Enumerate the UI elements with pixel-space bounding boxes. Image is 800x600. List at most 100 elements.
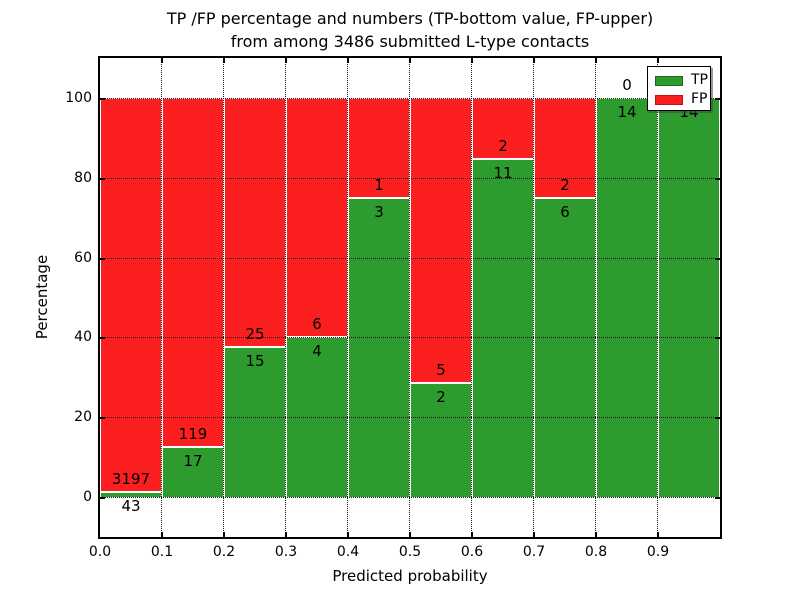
- horizontal-gridline: [100, 178, 720, 179]
- horizontal-gridline: [100, 98, 720, 99]
- right-tick-mark: [715, 417, 720, 419]
- fp-count-label: 1: [374, 175, 384, 194]
- fp-count-label: 25: [245, 325, 265, 344]
- bottom-tick-mark: [285, 532, 287, 537]
- fp-bar-segment: [534, 98, 596, 198]
- tp-bar-segment: [596, 98, 658, 498]
- y-tick-label: 60: [74, 249, 92, 266]
- tp-bar-segment: [658, 98, 720, 498]
- right-tick-mark: [715, 497, 720, 499]
- y-axis-label: Percentage: [33, 254, 51, 340]
- bottom-tick-mark: [161, 532, 163, 537]
- top-tick-mark: [471, 58, 473, 63]
- x-tick-label: 0.7: [522, 544, 546, 560]
- bottom-tick-mark: [657, 532, 659, 537]
- bottom-tick-mark: [409, 532, 411, 537]
- plot-area: 3197 43 119 17 25 15 6 4 1 3 5 2 2 11 2 6 0 14 14: [98, 56, 722, 539]
- tp-count-label: 3: [374, 202, 384, 221]
- x-tick-label: 0.4: [336, 544, 360, 560]
- fp-count-label: 2: [560, 175, 570, 194]
- fp-count-label: 3197: [111, 469, 151, 488]
- top-tick-mark: [223, 58, 225, 63]
- left-tick-mark: [100, 497, 105, 499]
- fp-count-label: 6: [312, 315, 322, 334]
- tp-count-label: 2: [436, 388, 446, 406]
- vertical-gridline: [409, 58, 410, 537]
- top-tick-mark: [409, 58, 411, 63]
- fp-count-label: 2: [498, 137, 508, 156]
- fp-count-label: 119: [178, 425, 208, 444]
- tp-count-label: 14: [617, 103, 637, 121]
- top-tick-mark: [595, 58, 597, 63]
- vertical-gridline: [533, 58, 534, 537]
- top-tick-mark: [533, 58, 535, 63]
- tp-count-label: 11: [493, 164, 513, 183]
- tp-bar-segment: [224, 347, 286, 498]
- fp-bar-segment: [410, 98, 472, 383]
- fp-bar-segment: [472, 98, 534, 160]
- y-tick-label: 20: [74, 409, 92, 426]
- bottom-tick-mark: [347, 532, 349, 537]
- left-tick-mark: [100, 417, 105, 419]
- horizontal-gridline: [100, 337, 720, 338]
- vertical-gridline: [223, 58, 224, 537]
- vertical-gridline: [657, 58, 658, 537]
- legend-item: FP: [648, 90, 710, 109]
- right-tick-mark: [715, 178, 720, 180]
- y-tick-label: 40: [74, 329, 92, 346]
- chart-title-line2: from among 3486 submitted L-type contact…: [230, 32, 590, 51]
- y-tick-label: 100: [65, 90, 92, 106]
- chart-title-line1: TP /FP percentage and numbers (TP-bottom…: [166, 9, 654, 28]
- y-tick-label: 80: [74, 169, 92, 186]
- top-tick-mark: [347, 58, 349, 63]
- bottom-tick-mark: [533, 532, 535, 537]
- horizontal-gridline: [100, 497, 720, 498]
- tp-bar-segment: [348, 197, 410, 498]
- fp-count-label: 5: [436, 361, 446, 379]
- tp-count-label: 6: [560, 202, 570, 221]
- legend-item-label: FP: [691, 91, 708, 107]
- fp-legend-swatch: [655, 94, 683, 105]
- left-tick-mark: [100, 258, 105, 260]
- x-tick-label: 0.1: [150, 544, 174, 560]
- x-tick-label: 0.0: [88, 544, 112, 560]
- horizontal-gridline: [100, 417, 720, 418]
- chart-title: TP /FP percentage and numbers (TP-bottom…: [100, 7, 720, 53]
- left-tick-mark: [100, 178, 105, 180]
- tp-legend-swatch: [655, 75, 683, 86]
- tp-count-label: 43: [121, 496, 141, 515]
- x-tick-label: 0.2: [212, 544, 236, 560]
- x-tick-label: 0.8: [584, 544, 608, 560]
- legend: TP FP: [647, 66, 711, 111]
- tp-bar-segment: [534, 197, 596, 498]
- x-tick-label: 0.9: [646, 544, 670, 560]
- y-tick-label: 0: [83, 489, 92, 505]
- tp-count-label: 4: [312, 342, 322, 361]
- vertical-gridline: [285, 58, 286, 537]
- bottom-tick-mark: [595, 532, 597, 537]
- top-tick-mark: [285, 58, 287, 63]
- vertical-gridline: [161, 58, 162, 537]
- top-tick-mark: [161, 58, 163, 63]
- fp-bar-segment: [100, 98, 162, 492]
- right-tick-mark: [715, 337, 720, 339]
- left-tick-mark: [100, 337, 105, 339]
- x-axis-label: Predicted probability: [332, 567, 488, 585]
- fp-bar-segment: [286, 98, 348, 338]
- tp-bar-segment: [472, 159, 534, 498]
- fp-count-label: 0: [622, 76, 632, 94]
- legend-item-label: TP: [691, 72, 708, 88]
- fp-bar-segment: [162, 98, 224, 448]
- bottom-tick-mark: [471, 532, 473, 537]
- x-tick-label: 0.6: [460, 544, 484, 560]
- bottom-tick-mark: [223, 532, 225, 537]
- x-tick-label: 0.3: [274, 544, 298, 560]
- horizontal-gridline: [100, 258, 720, 259]
- vertical-gridline: [471, 58, 472, 537]
- vertical-gridline: [595, 58, 596, 537]
- top-tick-mark: [657, 58, 659, 63]
- x-tick-label: 0.5: [398, 544, 422, 560]
- legend-item: TP: [648, 71, 710, 90]
- tp-count-label: 17: [183, 452, 203, 471]
